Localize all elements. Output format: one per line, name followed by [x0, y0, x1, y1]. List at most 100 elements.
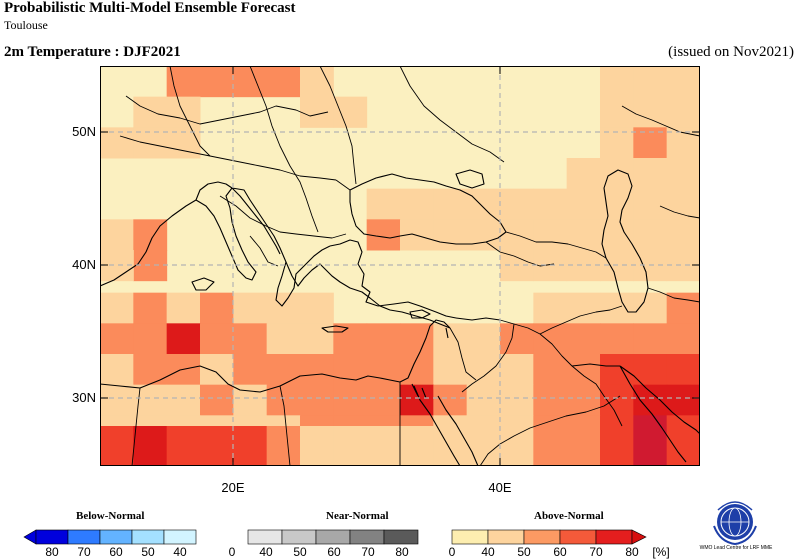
near-tick: 50 [293, 545, 307, 559]
near-swatch [315, 529, 351, 545]
probability-cell [266, 66, 301, 98]
map-frame [100, 66, 700, 466]
probability-cell [466, 354, 501, 386]
crete [321, 325, 349, 333]
probability-cell [566, 426, 601, 466]
probability-cell [100, 292, 134, 324]
above-tick: 60 [553, 545, 567, 559]
probability-cell [400, 188, 434, 220]
probability-cell [200, 354, 234, 386]
lon-label-40e: 40E [488, 480, 512, 495]
probability-cell [466, 426, 501, 466]
variable-label: 2m Temperature : DJF2021 [4, 44, 181, 60]
probability-cell [166, 323, 201, 355]
below-swatch [35, 529, 69, 545]
probability-cell [200, 384, 234, 416]
probability-cell [166, 66, 201, 98]
below-tick: 70 [77, 545, 91, 559]
aegean-east-coast [329, 239, 379, 307]
below-tick: 40 [173, 545, 187, 559]
probability-cell [100, 219, 134, 251]
below-swatch [67, 529, 101, 545]
probability-cell [500, 354, 534, 386]
above-arrow [631, 529, 647, 545]
probability-cell [500, 426, 534, 466]
issued-date: (issued on Nov2021) [668, 44, 794, 60]
probability-cell [533, 219, 568, 251]
legend-near-normal: Near-Normal [326, 510, 389, 522]
probability-cell [533, 426, 568, 466]
axis-ticks [100, 66, 700, 466]
probability-cell [200, 323, 234, 355]
probability-cell [233, 323, 268, 355]
levant-coast [399, 319, 451, 383]
near-tick: 40 [259, 545, 273, 559]
probability-cell [433, 426, 468, 466]
lon-label-20e: 20E [221, 480, 245, 495]
probability-cell [233, 292, 268, 324]
probability-cell [666, 292, 700, 324]
probability-cell [266, 384, 301, 416]
near-tick: 70 [361, 545, 375, 559]
probability-cell [233, 66, 268, 98]
above-swatch [487, 529, 525, 545]
probability-cell [566, 323, 601, 355]
probability-cell [633, 188, 668, 220]
probability-cell [333, 96, 368, 128]
probability-cell [600, 292, 634, 324]
probability-cell [533, 188, 568, 220]
probability-cell [466, 323, 501, 355]
persian-gulf [619, 365, 700, 463]
probability-cell [566, 354, 601, 386]
probability-cell [433, 384, 468, 416]
probability-cell [633, 426, 668, 466]
probability-cell [100, 426, 134, 466]
red-sea [413, 385, 479, 466]
wmo-logo [713, 501, 757, 546]
below-arrow [23, 529, 37, 545]
probability-cell [166, 384, 201, 416]
above-swatch [595, 529, 633, 545]
cyprus [409, 309, 431, 319]
probability-cell [200, 292, 234, 324]
probability-cell [300, 66, 334, 98]
near-tick: 60 [327, 545, 341, 559]
legend-below-normal: Below-Normal [76, 510, 145, 522]
below-tick: 80 [45, 545, 59, 559]
probability-cell [433, 354, 468, 386]
probability-cell [566, 384, 601, 416]
below-tick: 60 [109, 545, 123, 559]
probability-cell [600, 188, 634, 220]
probability-cell [266, 426, 301, 466]
below-swatch [163, 529, 197, 545]
near-swatch [349, 529, 385, 545]
probability-cell [100, 323, 134, 355]
sea-of-azov [455, 169, 485, 189]
north-africa-coast [100, 365, 401, 393]
probability-cell [133, 426, 168, 466]
near-swatch [383, 529, 419, 545]
probability-cell [666, 354, 700, 386]
probability-cell [133, 96, 168, 128]
probability-cell [666, 188, 700, 220]
probability-cell [366, 384, 401, 416]
probability-cell [566, 188, 601, 220]
probability-cell [500, 188, 534, 220]
probability-cell [533, 354, 568, 386]
probability-cell [366, 426, 401, 466]
probability-cell [300, 323, 334, 355]
probability-cell [666, 96, 700, 128]
caspian-sea [601, 169, 649, 313]
probability-cell [366, 323, 401, 355]
below-swatch [131, 529, 165, 545]
probability-cell [666, 323, 700, 355]
probability-cell [100, 384, 134, 416]
probability-cell [566, 158, 601, 190]
color-legend: Below-Normal Near-Normal Above-Normal 80… [0, 500, 800, 560]
probability-cell [333, 354, 368, 386]
near-tick: 0 [228, 545, 236, 559]
probability-cell [333, 426, 368, 466]
probability-cell [633, 354, 668, 386]
probability-cell [633, 96, 668, 128]
near-swatch [247, 529, 283, 545]
